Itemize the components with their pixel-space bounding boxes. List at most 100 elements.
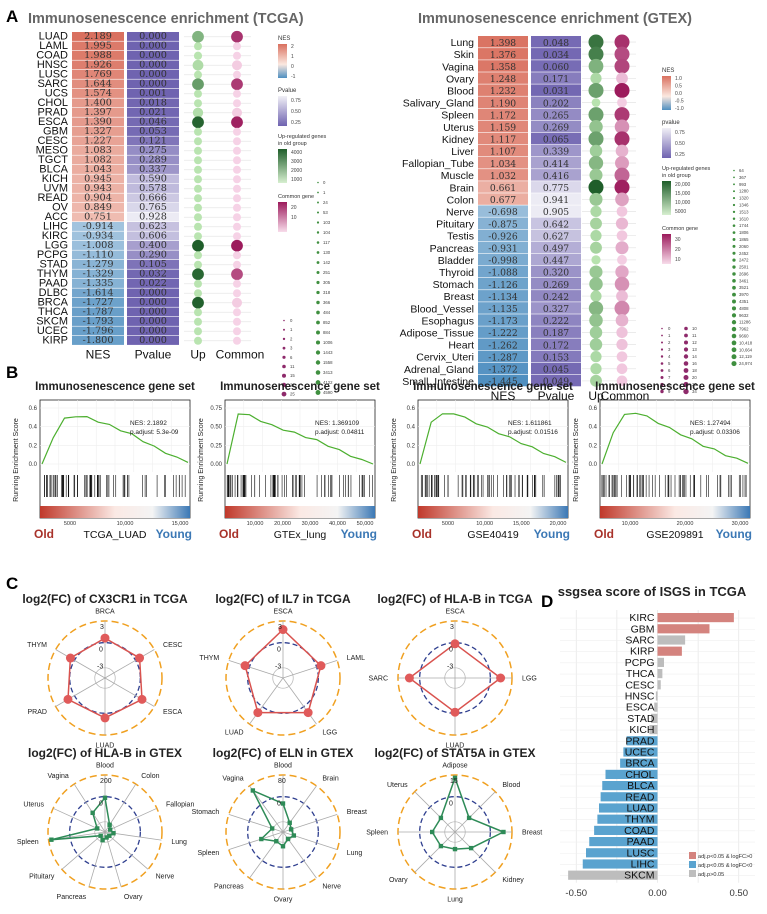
nes-value: -0.914 xyxy=(82,221,113,232)
common-dot xyxy=(231,78,243,91)
nes-value: -1.287 xyxy=(488,352,518,363)
legend-label: adj.p<0.05 & logFC>0 xyxy=(698,854,752,860)
nes-cell xyxy=(72,165,124,174)
nes-cell xyxy=(72,193,124,203)
row-label: KIRP xyxy=(42,335,68,347)
common-size-dot xyxy=(661,341,663,344)
pvalue-cell xyxy=(127,212,179,222)
nes-value: 1.398 xyxy=(490,38,516,49)
pvalue-value: 0.941 xyxy=(543,195,569,206)
row-label: COAD xyxy=(36,50,68,62)
up-dot xyxy=(194,260,202,269)
legend-tick: 0 xyxy=(291,64,294,70)
up-size-label: 2452 xyxy=(739,251,749,256)
bar-category-label: BRCA xyxy=(625,758,654,770)
nes-value: 1.769 xyxy=(84,69,112,80)
radar-axis-label: Nerve xyxy=(322,884,341,891)
bar xyxy=(586,848,658,858)
bar-category-label: ESCA xyxy=(626,702,655,714)
nes-value: 1.034 xyxy=(490,159,516,170)
pvalue-value: 0.022 xyxy=(139,278,167,289)
up-size-label: 1806 xyxy=(739,230,749,235)
radar-point xyxy=(438,815,444,821)
pvalue-cell xyxy=(127,79,179,89)
row-label: Uterus xyxy=(443,122,474,134)
radar-plot: log2(FC) of ELN in GTEX Blood Brain Breast L… xyxy=(192,746,367,904)
radar-point xyxy=(137,694,147,704)
column-header: Pvalue xyxy=(135,348,172,362)
nes-cell xyxy=(478,290,528,302)
pvalue-value: 0.034 xyxy=(543,50,569,61)
column-header: Up xyxy=(588,389,604,403)
gsea-xtick: 30,000 xyxy=(732,521,749,527)
rank-gradient xyxy=(418,506,568,518)
nes-value: -1.800 xyxy=(82,335,113,346)
common-dot xyxy=(231,60,243,71)
up-dot xyxy=(192,59,204,71)
pvalue-value: 0.400 xyxy=(139,240,167,251)
up-dot xyxy=(193,51,203,60)
common-dot xyxy=(614,300,630,316)
common-dot xyxy=(233,156,241,165)
radar-point xyxy=(280,844,286,849)
up-size-dot xyxy=(316,251,320,254)
bar-category-label: COAD xyxy=(624,825,655,837)
common-dot xyxy=(614,131,630,147)
up-size-label: 251 xyxy=(323,270,331,275)
row-label: CHOL xyxy=(37,97,68,109)
bar xyxy=(582,859,658,869)
pvalue-cell xyxy=(127,51,179,60)
up-dot xyxy=(194,194,202,203)
radar-point xyxy=(303,708,313,718)
nes-cell xyxy=(478,217,528,229)
row-label: Kidney xyxy=(442,134,475,146)
nes-cell xyxy=(72,212,124,222)
nes-value: -1.262 xyxy=(488,340,517,351)
radar-point xyxy=(468,845,474,851)
panel-letter-a: A xyxy=(6,7,18,26)
radar-axis-label: Uterus xyxy=(387,782,408,789)
radar-point xyxy=(316,661,326,671)
legend-tick: 20 xyxy=(675,247,681,253)
nes-cell xyxy=(72,184,124,193)
radar-low-tick: -3 xyxy=(447,664,453,671)
common-size-dot xyxy=(660,376,664,379)
nes-value: -1.796 xyxy=(82,326,113,337)
row-label: LUSC xyxy=(39,69,68,81)
column-header: Pvalue xyxy=(538,389,575,403)
radar-point xyxy=(98,833,103,838)
nes-value: 1.644 xyxy=(84,79,112,90)
radar-axis-label: PRAD xyxy=(28,709,47,716)
gsea-ytick: 0.4 xyxy=(407,425,416,431)
pvalue-cell xyxy=(531,193,581,205)
common-size-label: 15 xyxy=(290,373,295,378)
gsea-xtick: 5000 xyxy=(64,521,76,527)
common-dot xyxy=(615,314,629,327)
radar-axis-label: Pancreas xyxy=(57,894,87,901)
pvalue-cell xyxy=(127,32,179,41)
radar-axis-label: Adipose xyxy=(442,763,467,770)
gsea-plots: Immunosenescence gene set Running Enrichm… xyxy=(13,381,755,541)
row-label: PCPG xyxy=(37,249,68,261)
table-title: Immunosenescence enrichment (TCGA) xyxy=(28,11,304,27)
rank-gradient xyxy=(40,506,190,518)
pvalue-value: 0.000 xyxy=(139,79,167,90)
nes-cell xyxy=(72,98,124,108)
row-label: TGCT xyxy=(38,154,68,166)
common-dot xyxy=(615,192,629,207)
common-size-dot xyxy=(281,382,287,388)
nes-value: 0.661 xyxy=(490,183,516,194)
gsea-ylabel: Running Enrichment Score xyxy=(573,418,580,502)
nes-cell xyxy=(72,222,124,231)
pvalue-value: 0.048 xyxy=(543,38,569,49)
radar-axis-label: Pituitary xyxy=(29,873,55,880)
nes-value: 1.327 xyxy=(84,126,112,137)
panel-letter-b: B xyxy=(6,363,18,382)
radar-axis-label: LUAD xyxy=(446,743,465,750)
radar-axis-label: Breast xyxy=(522,830,542,837)
gsea-ytick: 0.75 xyxy=(210,406,222,412)
nes-value: 1.117 xyxy=(490,135,516,146)
panel-letter-d: D xyxy=(541,592,553,611)
common-dot xyxy=(616,206,628,217)
bar xyxy=(602,781,658,791)
